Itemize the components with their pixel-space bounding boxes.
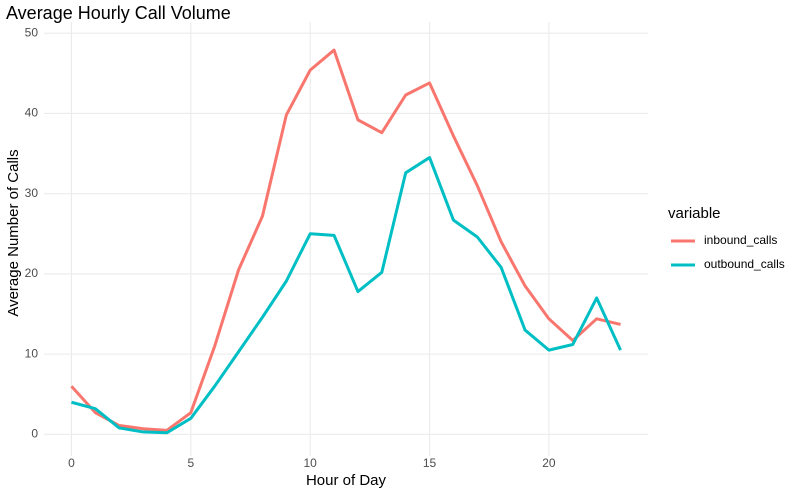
- y-tick-label: 40: [25, 106, 39, 120]
- y-axis-label: Average Number of Calls: [5, 149, 22, 316]
- x-tick-label: 10: [304, 456, 318, 470]
- y-tick-label: 20: [25, 266, 39, 280]
- y-tick-label: 10: [25, 346, 39, 360]
- x-tick-label: 20: [542, 456, 556, 470]
- x-tick-label: 5: [187, 456, 194, 470]
- y-tick-label: 0: [31, 427, 38, 441]
- legend-label: inbound_calls: [704, 233, 777, 247]
- x-tick-label: 15: [423, 456, 437, 470]
- y-tick-label: 30: [25, 186, 39, 200]
- legend-title: variable: [668, 205, 721, 222]
- x-tick-label: 0: [68, 456, 75, 470]
- chart-title: Average Hourly Call Volume: [6, 3, 231, 23]
- line: [70, 48, 621, 432]
- legend-label: outbound_calls: [704, 257, 785, 271]
- x-axis-label: Hour of Day: [306, 472, 387, 489]
- line: [71, 156, 622, 435]
- y-tick-label: 50: [25, 25, 39, 39]
